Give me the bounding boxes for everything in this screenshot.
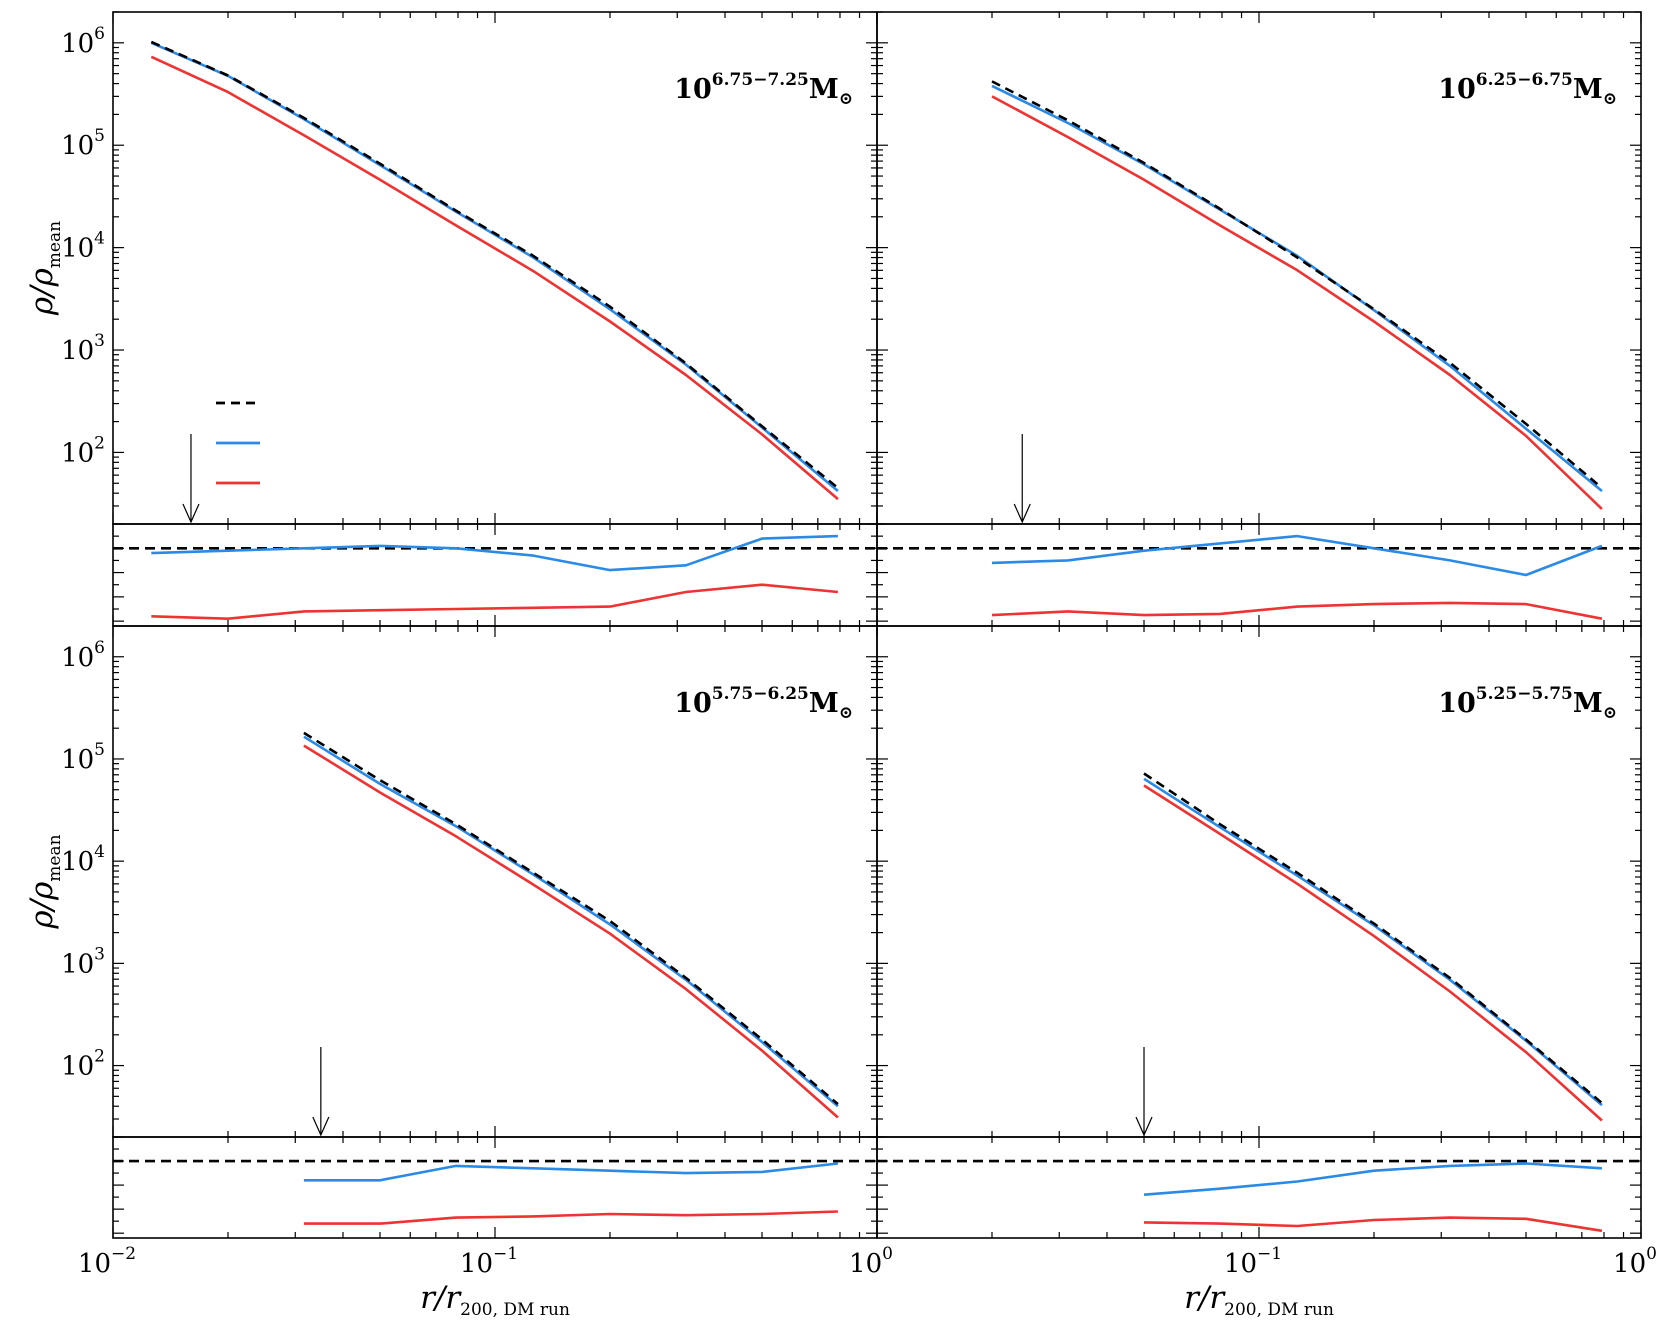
ratio-axes-frame [112,1136,878,1239]
ratio-line-nr [991,534,1603,577]
ratio-line-ri [303,1210,838,1225]
x-tick-label: 100 [1613,1244,1657,1279]
series-line-ri [991,95,1603,510]
panel-4: 10−1 100 r/r200, DM run 105.25−5.75M⊙ [876,625,1657,1320]
y-tick-label: 102 [61,1047,105,1082]
epsilon-arrow-head [182,503,200,524]
mass-range-label: 105.25−5.75M⊙ [1438,684,1617,723]
epsilon-arrow-head [312,1116,330,1137]
epsilon-arrow-head [1135,1116,1153,1137]
series-line-dm [1143,772,1603,1104]
y-tick-label: 102 [61,433,105,468]
series-line-ri [303,744,839,1119]
panel-3: 102 103 104 105 106 ρ/ρmean 10−2 10−1 100 r/r200,… [24,625,893,1320]
series-line-nr [1143,777,1603,1107]
series-line-nr [991,84,1603,493]
series-line-ri [1143,784,1603,1122]
mass-range-label: 105.75−6.25M⊙ [674,684,853,723]
y-tick-label: 104 [61,842,105,877]
x-tick-label: 10−1 [460,1244,518,1279]
ratio-line-nr [151,534,838,572]
ratio-line-ri [1143,1216,1603,1233]
series-line-dm [150,40,839,489]
panel-1: 102 103 104 105 106 ρ/ρmean 106.75−7.25M⊙ [24,11,878,627]
y-tick-label: 106 [61,638,105,673]
mass-range-label: 106.25−6.75M⊙ [1438,70,1617,109]
legend [216,401,260,485]
series-line-nr [150,41,839,492]
x-tick-label: 10−1 [1224,1244,1282,1279]
x-tick-label: 100 [849,1244,893,1279]
x-tick-label: 10−2 [78,1244,136,1279]
series-line-nr [303,735,839,1108]
ratio-line-ri [151,583,839,621]
y-tick-label: 105 [61,126,105,161]
y-tick-label: 105 [61,740,105,775]
ratio-line-nr [1143,1162,1602,1196]
y-tick-label: 103 [61,944,105,979]
x-axis-label: r/r200, DM run [1184,1280,1334,1320]
y-tick-label: 106 [61,24,105,59]
panel-2: 106.25−6.75M⊙ [876,11,1642,627]
ratio-line-ri [991,601,1603,620]
y-axis-label: ρ/ρmean [24,834,65,929]
y-tick-label: 104 [61,229,105,264]
x-axis-label: r/r200, DM run [420,1280,570,1320]
series-line-ri [150,55,839,501]
mass-range-label: 106.75−7.25M⊙ [674,70,853,109]
series-line-dm [991,80,1603,489]
ratio-axes-frame [876,1136,1642,1239]
y-tick-label: 103 [61,331,105,366]
ratio-line-nr [303,1162,839,1182]
epsilon-arrow-head [1013,503,1031,524]
y-axis-label: ρ/ρmean [24,221,65,316]
